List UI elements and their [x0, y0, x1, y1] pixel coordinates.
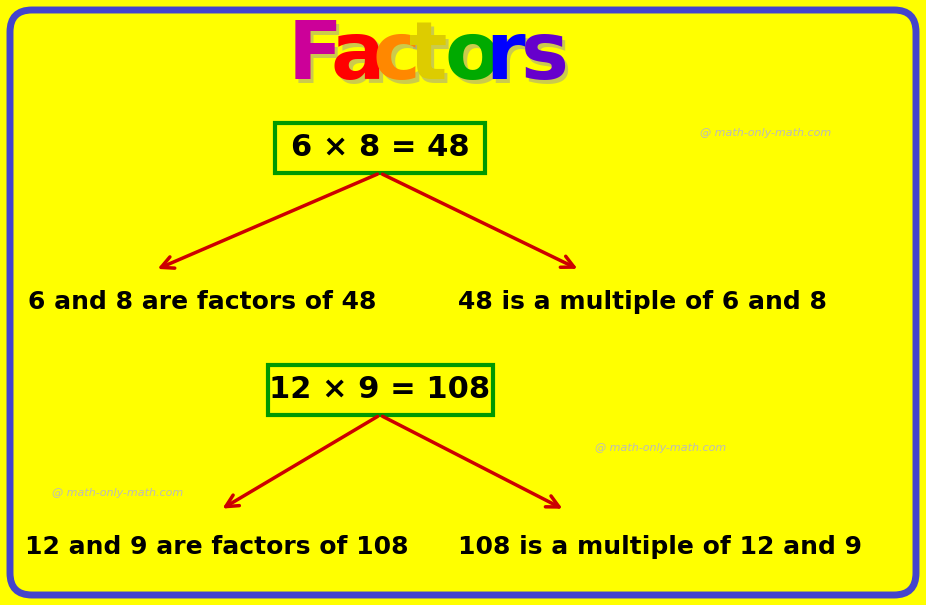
Text: @ math-only-math.com: @ math-only-math.com	[52, 488, 183, 498]
Text: o: o	[448, 22, 504, 100]
Text: t: t	[409, 18, 447, 96]
FancyBboxPatch shape	[10, 10, 916, 595]
Text: 12 × 9 = 108: 12 × 9 = 108	[269, 376, 491, 405]
Text: 6 and 8 are factors of 48: 6 and 8 are factors of 48	[28, 290, 376, 314]
Text: 12 and 9 are factors of 108: 12 and 9 are factors of 108	[25, 535, 408, 559]
Text: @ math-only-math.com: @ math-only-math.com	[700, 128, 832, 138]
Text: c: c	[376, 22, 424, 100]
Text: a: a	[334, 22, 389, 100]
FancyBboxPatch shape	[275, 123, 485, 173]
Text: r: r	[488, 22, 528, 100]
Text: s: s	[521, 18, 569, 96]
Text: 6 × 8 = 48: 6 × 8 = 48	[291, 134, 469, 163]
Text: s: s	[524, 22, 572, 100]
Text: a: a	[331, 18, 385, 96]
Text: 108 is a multiple of 12 and 9: 108 is a multiple of 12 and 9	[458, 535, 862, 559]
FancyBboxPatch shape	[268, 365, 493, 415]
Text: t: t	[412, 22, 451, 100]
Text: @ math-only-math.com: @ math-only-math.com	[595, 443, 726, 453]
Text: c: c	[373, 18, 420, 96]
Text: F: F	[288, 18, 343, 96]
Text: o: o	[445, 18, 500, 96]
Text: 48 is a multiple of 6 and 8: 48 is a multiple of 6 and 8	[458, 290, 827, 314]
Text: F: F	[291, 22, 346, 100]
Text: r: r	[485, 18, 525, 96]
